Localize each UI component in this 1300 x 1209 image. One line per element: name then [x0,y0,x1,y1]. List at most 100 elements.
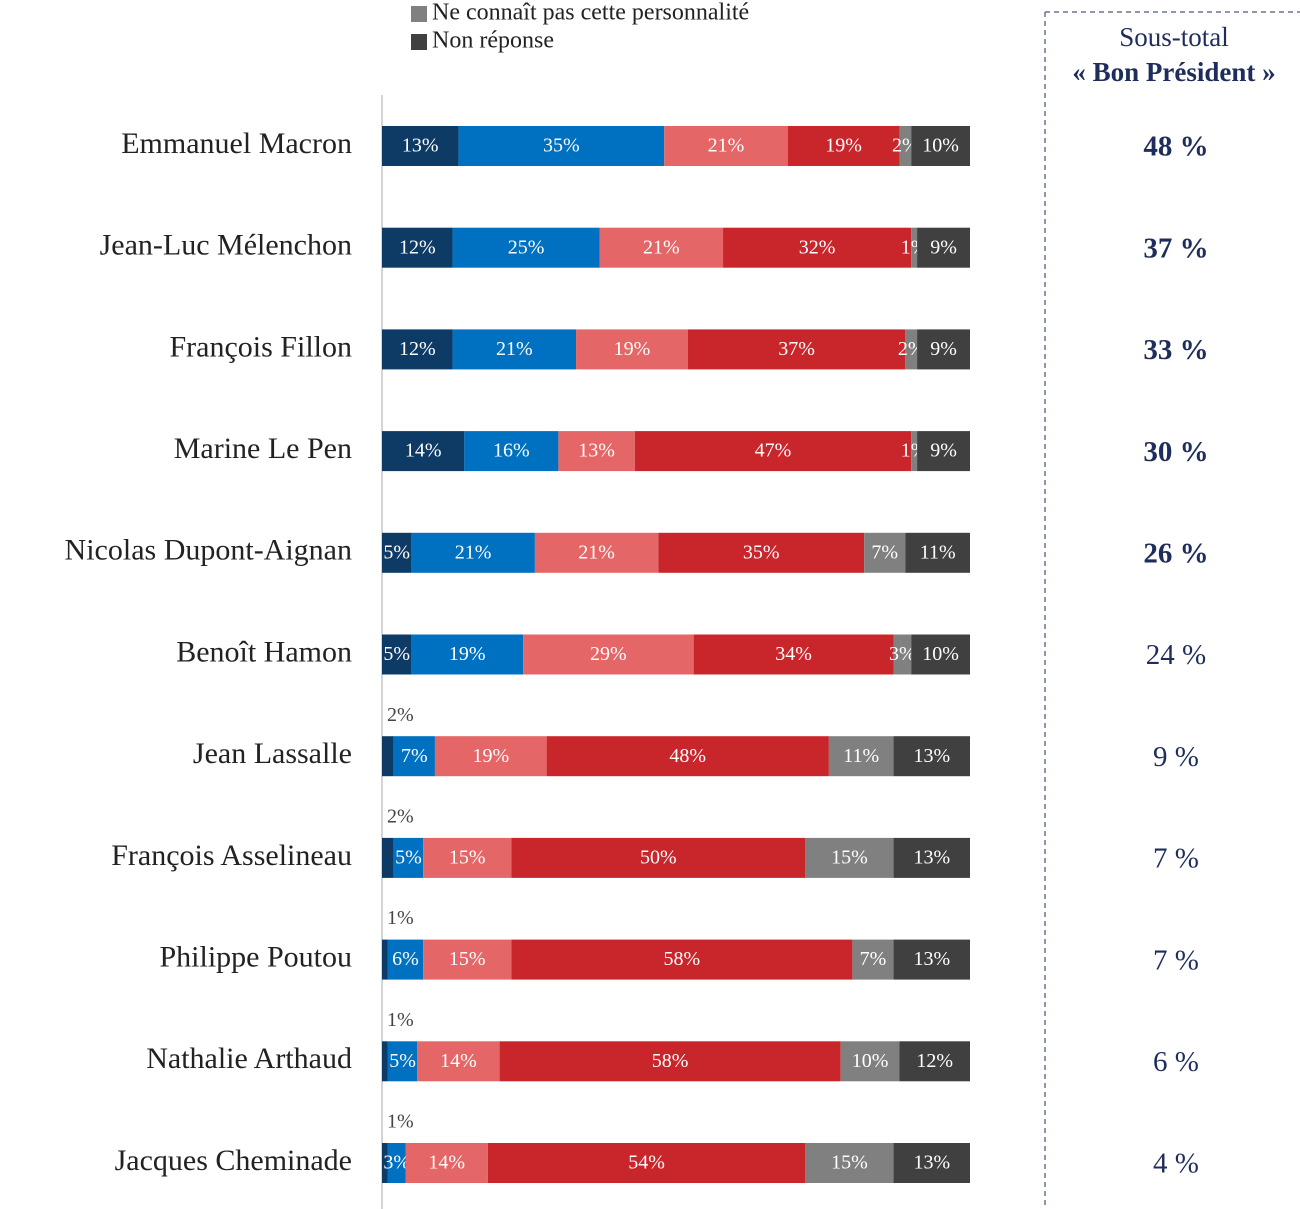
bar-segment [905,329,918,370]
legend-label: Non réponse [432,28,554,54]
data-label: 13% [913,846,950,868]
data-label: 58% [664,948,701,970]
bar-segment [382,532,412,573]
data-label: 10% [922,135,959,157]
subtotal-value: 6 % [1153,1046,1199,1078]
bar-segment [411,532,535,573]
bar-segment [464,431,559,472]
bar-segment [787,126,900,166]
data-label: 15% [449,948,486,970]
bar-segment [911,126,970,166]
bar-segment [382,431,465,472]
bar-segment [828,736,894,777]
legend-swatch [411,6,427,22]
category-label: Jacques Cheminade [115,1144,352,1177]
category-label: Nathalie Arthaud [146,1042,352,1075]
data-label: 58% [652,1050,689,1072]
data-label: 10% [852,1050,889,1072]
data-label: 9% [930,440,957,462]
subtotal-value: 9 % [1153,741,1199,773]
bar-segment [511,837,806,878]
data-label: 19% [825,135,862,157]
bar-segment [911,634,970,675]
data-label: 1% [387,1009,414,1031]
data-label: 5% [395,846,422,868]
bar-segment [893,837,970,878]
data-label: 35% [543,135,580,157]
bar-segment [434,736,547,777]
bar-segment [382,329,453,370]
bar-segment [917,227,970,268]
bar-segment [840,1041,900,1082]
bar-segment [411,634,524,675]
data-label: 13% [913,948,950,970]
bar-segment [452,329,577,370]
bar-segment [917,329,970,370]
data-label: 19% [614,338,651,360]
data-label: 29% [590,643,627,665]
bar-segment [546,736,829,777]
bar-segment [558,431,635,472]
data-label: 16% [493,440,530,462]
data-label: 2% [387,704,414,726]
bar-segment [387,939,424,980]
bar-segment [499,1041,841,1082]
bar-segment [864,532,906,573]
data-label: 2% [387,805,414,827]
bar-segment [382,1143,388,1183]
data-label: 48% [669,745,706,767]
bar-segment [687,329,906,370]
bar-segment [405,1143,488,1183]
legend-label: Ne connaît pas cette personnalité [432,0,749,26]
bar-segment [393,736,435,777]
data-label: 13% [913,745,950,767]
data-label: 7% [401,745,428,767]
category-label: François Asselineau [111,839,352,872]
data-label: 13% [578,440,615,462]
subtotal-value: 7 % [1153,843,1199,875]
bar-segment [393,837,424,878]
bar-segment [382,1041,388,1082]
bar-segment [458,126,665,166]
bar-segment [417,1041,500,1082]
data-label: 21% [578,541,615,563]
bar-segment [382,837,394,878]
subtotal-value: 37 % [1143,232,1208,264]
bar-segment [452,227,600,268]
category-label: Jean Lassalle [193,737,352,770]
data-label: 12% [399,236,436,258]
bar-segment [905,532,970,573]
category-label: Philippe Poutou [159,940,352,973]
bar-segment [382,939,388,980]
data-label: 3% [889,643,916,665]
data-label: 9% [930,338,957,360]
subtotal-value: 48 % [1143,131,1208,163]
subtotal-title: « Bon Président » [1072,57,1275,87]
data-label: 12% [399,338,436,360]
data-label: 1% [387,907,414,929]
bar-segment [423,939,512,980]
bar-segment [911,431,918,472]
data-label: 13% [913,1152,950,1174]
subtotal-value: 24 % [1146,639,1206,671]
legend-swatch [411,34,427,50]
bar-segment [893,939,970,980]
data-label: 11% [920,541,956,563]
data-label: 1% [387,1111,414,1133]
bar-segment [382,736,394,777]
data-label: 3% [383,1152,410,1174]
data-label: 14% [405,440,442,462]
data-label: 14% [428,1152,465,1174]
bar-segment [387,1143,406,1183]
bar-segment [893,736,970,777]
data-label: 35% [743,541,780,563]
bar-segment [805,1143,894,1183]
bar-segment [693,634,894,675]
data-label: 25% [508,236,545,258]
data-label: 34% [775,643,812,665]
bar-segment [382,227,453,268]
bar-segment [534,532,659,573]
bar-segment [599,227,724,268]
data-label: 7% [871,541,898,563]
